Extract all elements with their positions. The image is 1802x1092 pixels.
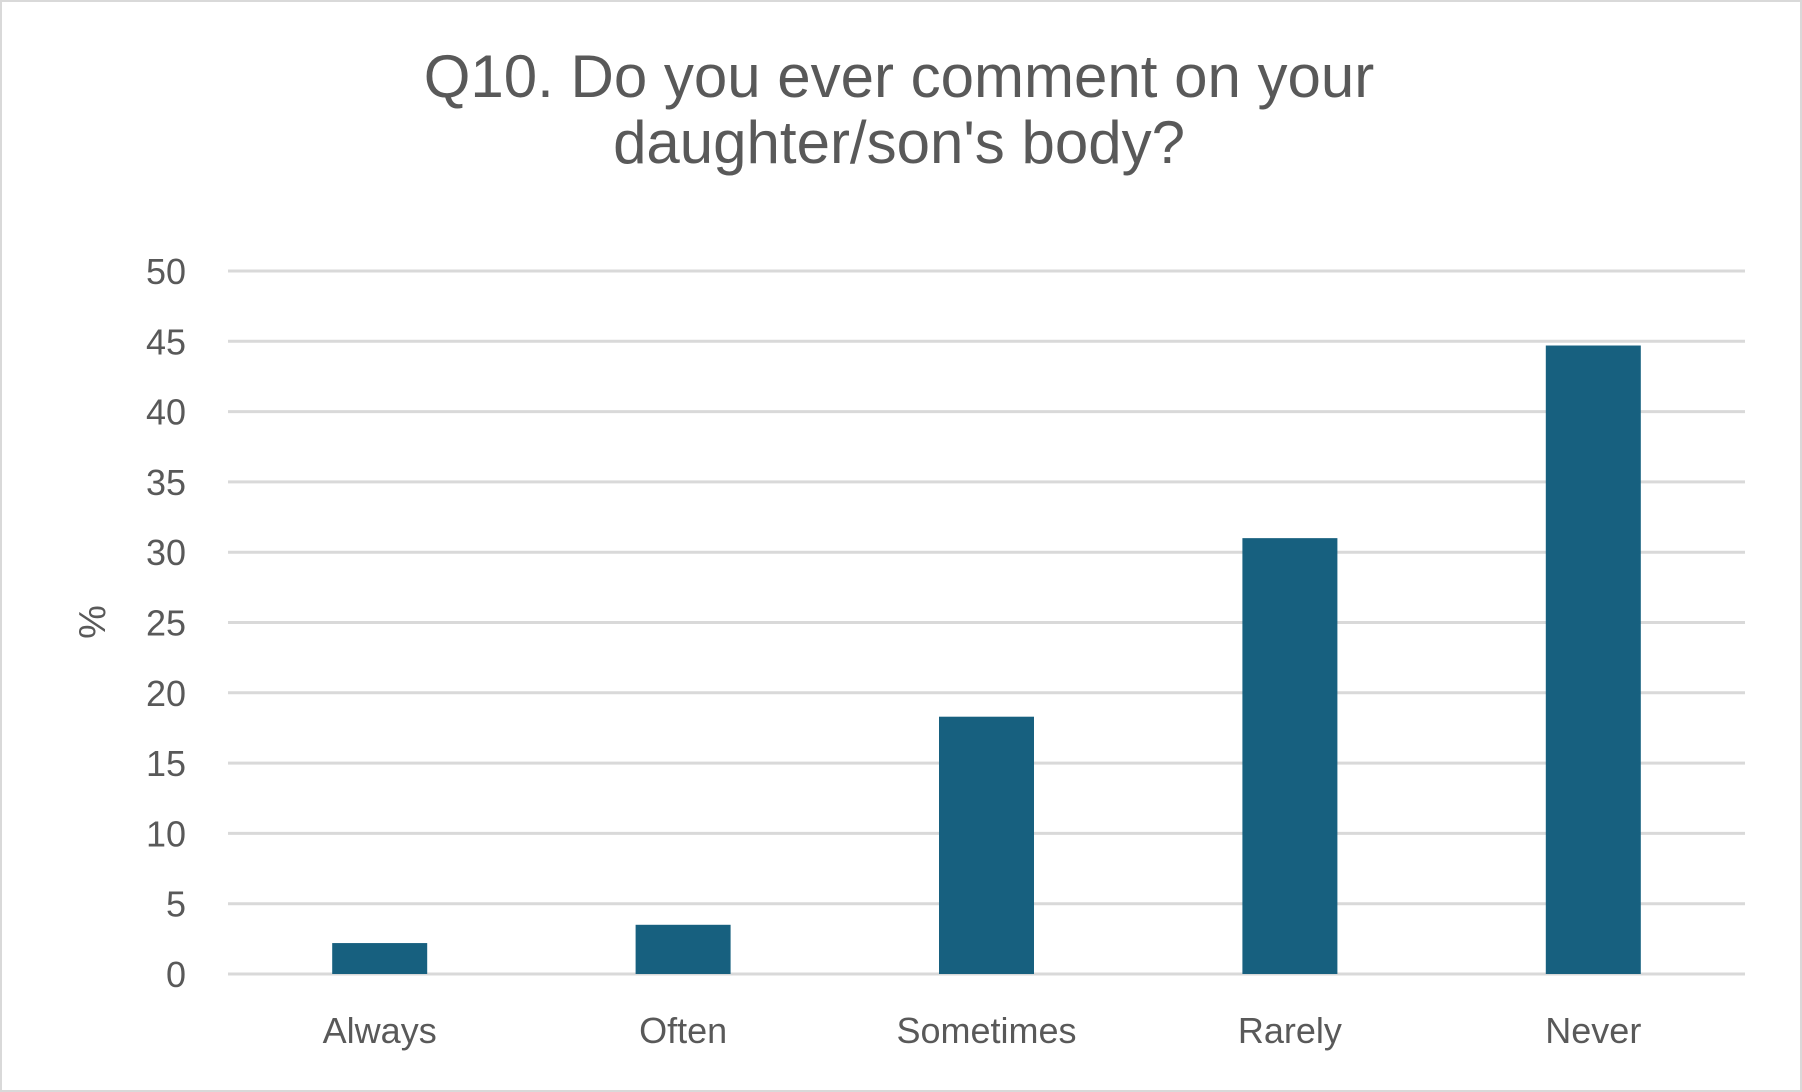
- y-tick-label: 50: [146, 251, 186, 292]
- y-tick-label: 40: [146, 392, 186, 433]
- x-tick-label: Always: [323, 1010, 437, 1051]
- y-tick-label: 10: [146, 813, 186, 854]
- bar-often: [635, 924, 731, 974]
- bar-sometimes: [939, 716, 1034, 974]
- x-tick-label: Often: [639, 1010, 727, 1051]
- y-tick-label: 25: [146, 603, 186, 644]
- bars: [332, 345, 1641, 974]
- y-tick-label: 45: [146, 321, 186, 362]
- y-tick-label: 0: [166, 954, 186, 995]
- chart-title-line-2: daughter/son's body?: [613, 109, 1185, 176]
- y-axis-label: %: [72, 605, 114, 639]
- y-axis-ticks: 0 5 10 15 20 25 30 35 40 45 50: [146, 251, 186, 995]
- bar-always: [332, 943, 428, 974]
- x-tick-label: Never: [1545, 1010, 1641, 1051]
- y-tick-label: 5: [166, 884, 186, 925]
- y-tick-label: 15: [146, 743, 186, 784]
- y-tick-label: 20: [146, 673, 186, 714]
- y-tick-label: 35: [146, 462, 186, 503]
- chart-title: Q10. Do you ever comment on your daughte…: [0, 44, 1798, 176]
- chart-title-line-1: Q10. Do you ever comment on your: [423, 43, 1375, 110]
- y-tick-label: 30: [146, 532, 186, 573]
- x-tick-label: Rarely: [1238, 1010, 1342, 1051]
- x-axis-ticks: Always Often Sometimes Rarely Never: [323, 1010, 1642, 1051]
- x-tick-label: Sometimes: [896, 1010, 1076, 1051]
- bar-never: [1545, 345, 1641, 974]
- bar-rarely: [1242, 538, 1338, 974]
